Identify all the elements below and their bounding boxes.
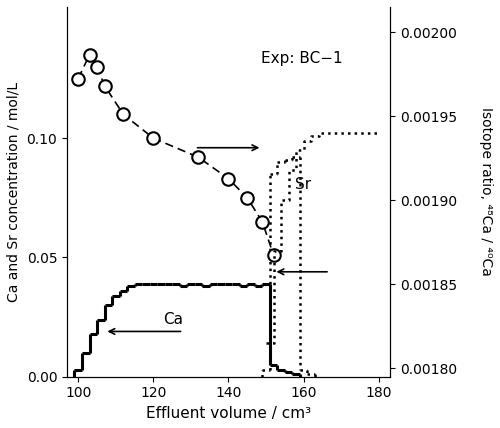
Y-axis label: Ca and Sr concentration / mol/L: Ca and Sr concentration / mol/L (7, 82, 21, 302)
Text: Sr: Sr (294, 177, 311, 192)
Y-axis label: Isotope ratio, ⁴⁸Ca / ⁴⁰Ca: Isotope ratio, ⁴⁸Ca / ⁴⁰Ca (479, 107, 493, 276)
X-axis label: Effluent volume / cm³: Effluent volume / cm³ (146, 406, 311, 421)
Text: Exp: BC−1: Exp: BC−1 (261, 51, 342, 66)
Text: Ca: Ca (164, 312, 184, 327)
